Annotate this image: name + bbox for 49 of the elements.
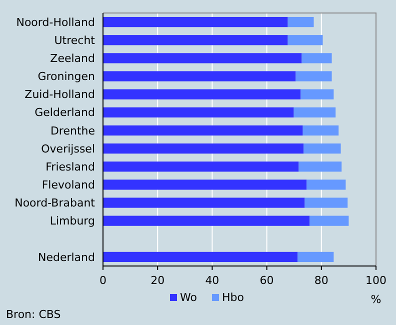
x-tick-label: 0 [100,274,106,287]
bar [298,252,334,262]
x-tick-label: 60 [260,274,274,287]
x-tick-label: 20 [150,274,165,287]
bar [304,143,341,154]
text: Bron: CBS [6,308,61,321]
y-tick-label: Nederland [38,250,95,264]
bar [294,107,336,118]
x-tick-label: 80 [314,274,328,287]
y-tick-label: Zeeland [50,52,95,66]
bar [103,53,302,64]
bar [103,107,294,118]
legend-label: Hbo [222,291,244,304]
bar [310,216,349,226]
x-axis-title: % [370,293,382,306]
bar [103,143,304,154]
y-tick-label: Friesland [46,160,95,174]
bar [103,89,301,100]
bar [300,89,334,100]
y-tick-label: Groningen [38,70,96,84]
y-tick-label: Noord-Brabant [14,196,96,210]
y-tick-label: Drenthe [50,124,96,138]
bar [302,53,332,64]
bar [103,125,303,136]
y-tick-label: Zuid-Holland [24,88,95,102]
y-tick-label: Flevoland [42,178,95,192]
x-tick-label: 40 [205,274,220,287]
bar [302,125,339,136]
bar [103,180,307,190]
y-tick-label: Overijssel [41,142,95,156]
bar [103,35,288,46]
bar [103,16,288,28]
bar [288,35,323,46]
y-tick-label: Utrecht [54,34,96,47]
bar [103,162,299,172]
bar [103,198,305,208]
bar [288,16,314,28]
y-tick-label: Limburg [50,214,95,228]
bar [103,252,298,262]
y-tick-label: Noord-Holland [16,16,95,29]
bar [298,162,342,172]
legend-label: Wo [180,291,198,304]
x-tick-label: 100 [366,274,386,287]
bar [304,198,348,208]
bar [306,180,346,190]
y-tick-label: Gelderland [34,106,95,120]
bar [296,71,332,82]
bar [103,71,296,82]
bar [103,216,310,226]
